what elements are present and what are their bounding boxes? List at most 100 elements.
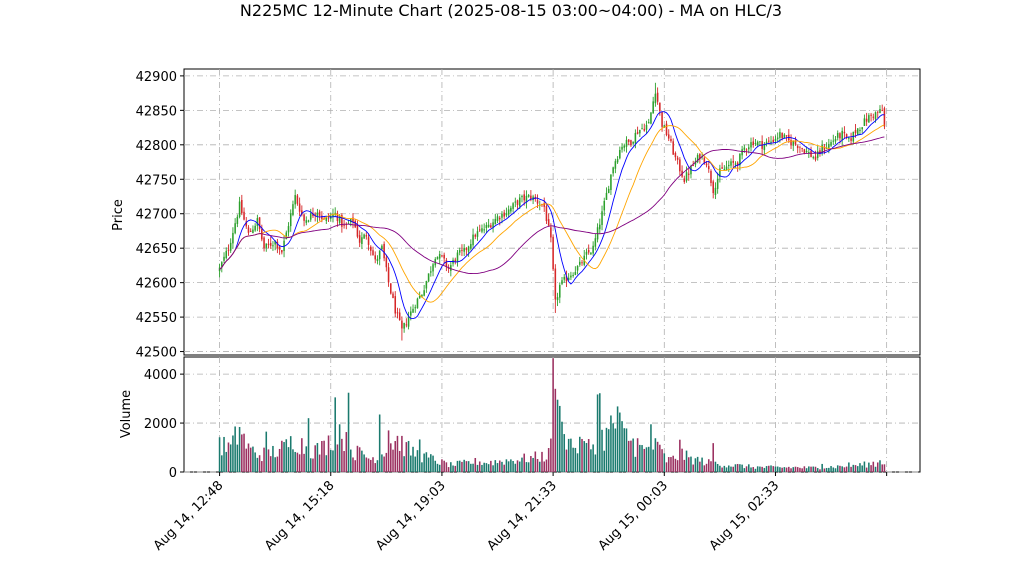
x-tick-label: Aug 14, 15:18	[262, 478, 338, 554]
candle-body	[776, 137, 779, 139]
candle-body	[585, 251, 588, 255]
volume-bar	[301, 438, 303, 472]
volume-bar	[772, 466, 775, 472]
volume-bar	[229, 444, 232, 472]
volume-bar	[463, 459, 465, 472]
volume-bar	[403, 456, 405, 472]
candle-body	[405, 324, 408, 326]
volume-bar	[779, 467, 781, 472]
volume-bar	[592, 444, 594, 472]
candle-body	[438, 254, 441, 259]
candle-body	[881, 110, 883, 112]
volume-bar	[232, 435, 234, 472]
candle-body	[436, 256, 439, 260]
price-tick-label: 42600	[136, 277, 177, 292]
price-axis-label: Price	[111, 199, 126, 231]
volume-bar	[481, 464, 483, 472]
volume-bar	[659, 444, 661, 472]
volume-bar	[510, 459, 512, 472]
volume-bar	[856, 466, 859, 472]
volume-bar	[249, 447, 252, 472]
volume-bar	[334, 397, 336, 472]
volume-bar	[774, 466, 777, 472]
volume-bar	[363, 454, 365, 472]
candle-body	[696, 155, 699, 163]
volume-bar	[574, 447, 577, 472]
volume-bar	[676, 460, 679, 472]
volume-bar	[552, 358, 554, 472]
price-grid	[184, 69, 920, 355]
volume-bar	[639, 444, 641, 472]
candle-body	[874, 112, 877, 120]
volume-bar	[478, 461, 481, 472]
volume-bar	[796, 467, 799, 472]
candle-body	[652, 101, 654, 114]
candle-body	[734, 163, 737, 165]
volume-bar	[734, 464, 737, 472]
candle-body	[605, 192, 608, 200]
candle-body	[799, 146, 801, 148]
candle-body	[254, 225, 256, 231]
volume-bar	[799, 467, 801, 472]
candle-body	[872, 116, 875, 118]
volume-bar	[378, 414, 381, 472]
candle-body	[845, 134, 848, 138]
volume-bar	[441, 459, 443, 472]
volume-bar	[338, 424, 341, 472]
candle-body	[814, 156, 817, 160]
candle-body	[552, 236, 554, 270]
volume-bar	[254, 452, 256, 472]
volume-bar	[278, 448, 281, 472]
candle-body	[298, 203, 301, 212]
volume-bar	[438, 464, 441, 472]
volume-bar	[245, 448, 248, 472]
volume-bar	[474, 457, 477, 472]
candle-body	[430, 271, 432, 273]
candle-body	[590, 252, 592, 255]
candle-body	[301, 210, 303, 215]
volume-bar	[721, 467, 723, 472]
volume-bar	[503, 464, 505, 472]
candle-body	[521, 196, 523, 198]
volume-bar	[530, 456, 532, 472]
candle-body	[707, 166, 710, 170]
volume-bar	[730, 466, 732, 472]
candle-body	[607, 188, 610, 194]
volume-bar	[848, 462, 850, 472]
candle-body	[712, 181, 714, 194]
candle-body	[832, 140, 835, 142]
volume-bar	[843, 467, 846, 472]
candle-body	[372, 250, 374, 256]
volume-bar	[776, 466, 779, 472]
candle-body	[321, 215, 323, 219]
volume-bar	[258, 455, 261, 472]
candle-body	[547, 219, 550, 226]
candle-body	[532, 196, 534, 201]
volume-bar	[870, 465, 872, 472]
volume-bar	[274, 457, 276, 472]
volume-bar	[790, 468, 792, 472]
candle-body	[289, 213, 292, 227]
volume-bar	[679, 439, 681, 472]
volume-bar	[685, 450, 688, 472]
volume-bar	[461, 461, 463, 472]
volume-bar	[543, 461, 545, 472]
volume-bar	[683, 459, 686, 472]
candle-body	[276, 241, 279, 249]
volume-bar	[801, 468, 803, 472]
ma-slow-line	[219, 136, 885, 274]
volume-bar	[492, 465, 494, 472]
volume-bar	[361, 450, 363, 472]
candle-body	[699, 153, 701, 159]
candle-body	[238, 201, 241, 217]
volume-bar	[294, 451, 296, 472]
volume-bar	[601, 429, 603, 472]
candle-body	[356, 225, 359, 237]
volume-bar	[323, 440, 325, 472]
candle-body	[752, 141, 755, 145]
candle-body	[474, 234, 477, 237]
candle-body	[325, 217, 328, 221]
candle-body	[610, 174, 612, 191]
candle-body	[743, 147, 746, 150]
volume-bar	[318, 454, 321, 472]
